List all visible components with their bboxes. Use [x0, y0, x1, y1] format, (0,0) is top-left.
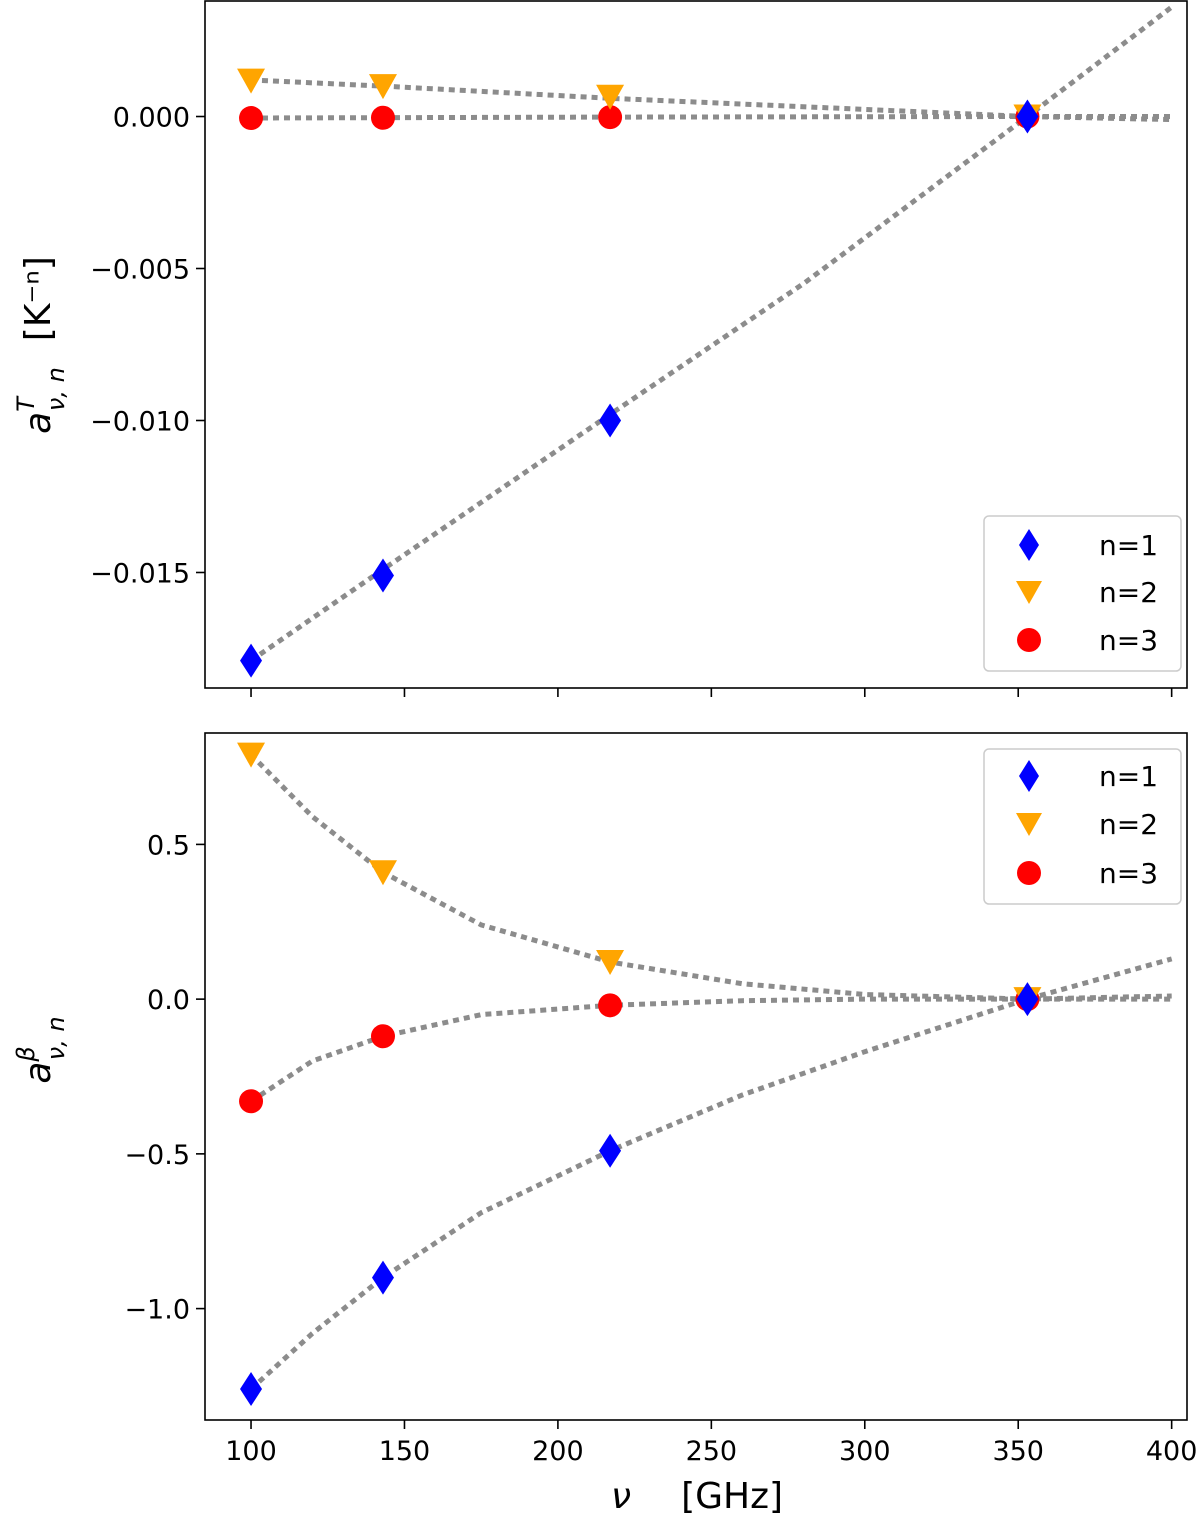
top-point-n1-143	[371, 558, 394, 593]
top-ytick-label: −0.005	[90, 255, 190, 286]
bottom-xtick-label: 350	[992, 1436, 1044, 1467]
top-point-n2-143	[368, 74, 397, 100]
bottom-y-ticks: 0.5 0.0 −0.5 −1.0	[124, 830, 205, 1326]
bottom-point-n3-143	[370, 1024, 395, 1049]
bottom-ytick-label: −0.5	[124, 1140, 190, 1171]
bottom-axes-frame	[204, 732, 1188, 1421]
bottom-legend-marker-n2	[1016, 813, 1042, 836]
top-ytick-label: −0.010	[90, 406, 190, 437]
bottom-xlabel-symbol: ν	[611, 1476, 631, 1516]
bottom-point-n2-217	[596, 950, 625, 975]
top-fit-line-n1	[249, 5, 1174, 663]
bottom-legend-label-n1: n=1	[1099, 760, 1158, 793]
svg-text:aβν, n: aβν, n	[12, 1016, 70, 1083]
bottom-xtick-label: 100	[225, 1436, 277, 1467]
top-point-n2-100	[237, 68, 266, 94]
top-point-n2-217	[596, 84, 625, 110]
bottom-ylabel-main: a	[18, 1062, 59, 1084]
bottom-legend-label-n3: n=3	[1099, 857, 1158, 890]
bottom-xtick-label: 250	[686, 1436, 738, 1467]
top-y-ticks: 0.000 −0.005 −0.010 −0.015	[90, 103, 205, 589]
bottom-point-n3-100	[239, 1089, 264, 1114]
top-x-ticks	[250, 688, 1173, 697]
bottom-ytick-label: −1.0	[124, 1295, 190, 1326]
bottom-xlabel-unit: [GHz]	[681, 1476, 783, 1516]
bottom-y-axis-label: aβν, n	[12, 1016, 70, 1083]
bottom-point-n1-353	[1016, 982, 1039, 1017]
top-chart-panel: 0.000 −0.005 −0.010 −0.015 aTν, n [K⁻ⁿ] n=1 …	[12, 0, 1188, 697]
top-point-n1-353	[1016, 99, 1039, 134]
top-ytick-label: 0.000	[113, 103, 190, 134]
bottom-data-points	[237, 742, 1042, 1407]
bottom-xtick-label: 400	[1146, 1436, 1198, 1467]
top-ylabel-main: a	[18, 412, 59, 434]
top-axes-frame	[204, 0, 1188, 689]
bottom-xtick-label: 200	[532, 1436, 584, 1467]
top-legend-label-n1: n=1	[1099, 529, 1158, 562]
top-ytick-label: −0.015	[90, 558, 190, 589]
top-legend-label-n3: n=3	[1099, 624, 1158, 657]
bottom-point-n1-100	[240, 1372, 263, 1407]
top-fit-line-n3	[250, 114, 1172, 121]
bottom-legend-label-n2: n=2	[1099, 808, 1158, 841]
bottom-point-n2-100	[237, 742, 266, 768]
bottom-point-n1-143	[371, 1260, 394, 1295]
top-legend-label-n2: n=2	[1099, 576, 1158, 609]
top-legend-marker-n2	[1016, 581, 1042, 604]
bottom-point-n3-217	[598, 993, 623, 1018]
bottom-x-ticks: 100 150 200 250 300 350 400	[225, 1420, 1197, 1467]
bottom-legend: n=1 n=2 n=3	[983, 748, 1182, 905]
top-ylabel-unit: [K⁻ⁿ]	[18, 256, 59, 341]
top-legend: n=1 n=2 n=3	[983, 515, 1182, 672]
bottom-ylabel-sup: β	[12, 1046, 40, 1062]
top-fit-lines	[249, 5, 1174, 663]
bottom-ytick-label: 0.5	[147, 830, 190, 861]
top-data-points	[237, 68, 1042, 678]
bottom-ylabel-sub: ν, n	[42, 1016, 70, 1060]
top-y-axis-label: aTν, n [K⁻ⁿ]	[12, 256, 70, 434]
top-point-n1-100	[240, 643, 263, 678]
top-fit-line-n2	[250, 77, 1172, 123]
bottom-xtick-label: 150	[379, 1436, 431, 1467]
bottom-chart-panel: 0.50.0−0.5−1.0 100 150 200 250 300 350 400 aβν…	[12, 732, 1197, 1516]
top-ylabel-sup: T	[12, 395, 40, 412]
top-point-n3-143	[370, 105, 395, 130]
top-ylabel-sub: ν, n	[42, 367, 70, 411]
top-legend-marker-n1	[1019, 529, 1039, 561]
top-point-n1-217	[599, 403, 622, 438]
bottom-legend-marker-n3	[1017, 861, 1041, 885]
bottom-point-n1-217	[599, 1133, 622, 1168]
top-legend-marker-n3	[1017, 628, 1041, 652]
top-point-n3-217	[598, 105, 623, 130]
bottom-xtick-label: 300	[839, 1436, 891, 1467]
top-point-n3-100	[239, 106, 264, 131]
bottom-x-axis-label: ν [GHz]	[611, 1476, 783, 1516]
bottom-legend-marker-n1	[1019, 760, 1039, 792]
bottom-point-n2-143	[368, 860, 397, 886]
bottom-ytick-label: 0.0	[147, 985, 190, 1016]
svg-text:aTν, n[K⁻ⁿ]: aTν, n [K⁻ⁿ]	[12, 256, 70, 434]
